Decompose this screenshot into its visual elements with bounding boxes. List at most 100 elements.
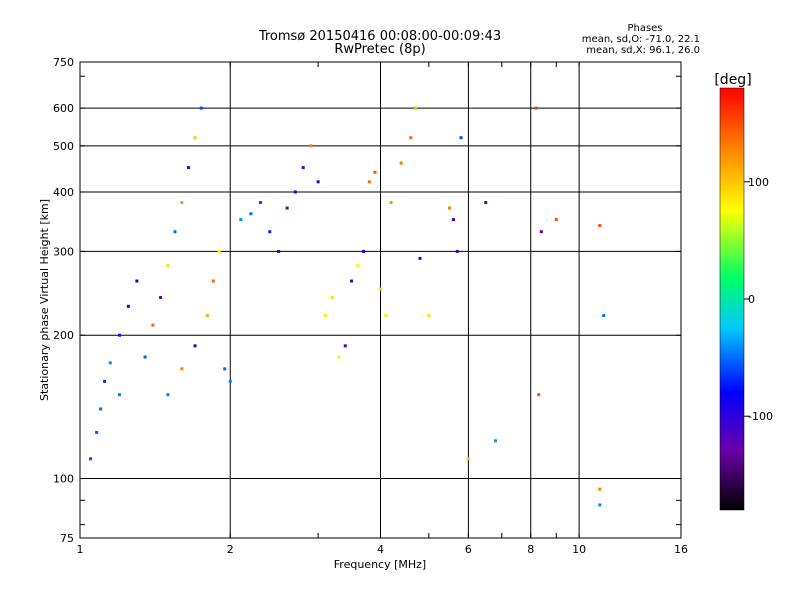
data-point — [199, 106, 203, 110]
y-tick-label: 500 — [53, 140, 74, 153]
data-point — [379, 287, 382, 291]
colorbar — [719, 87, 745, 511]
data-point — [193, 136, 197, 140]
data-point — [108, 361, 112, 365]
data-point — [427, 314, 431, 318]
data-point — [356, 264, 360, 268]
data-point — [602, 314, 606, 318]
data-point — [166, 264, 170, 268]
data-point — [373, 170, 377, 174]
data-point — [103, 379, 107, 383]
stats-o-mode: mean, sd,O: -71.0, 22.1 — [582, 34, 700, 45]
data-point — [466, 457, 470, 461]
data-point — [343, 344, 347, 348]
colorbar-ticks: 100 0 -100 — [744, 176, 773, 423]
colorbar-label: [deg] — [714, 72, 751, 88]
data-point — [187, 166, 191, 170]
x-tick-label: 1 — [77, 543, 84, 556]
data-point — [95, 430, 99, 434]
data-point — [180, 367, 184, 371]
data-point — [455, 249, 459, 253]
data-point — [367, 180, 371, 184]
y-axis-ticks: 75 100 200 300 400 500 600 750 — [53, 56, 681, 545]
data-point — [537, 393, 541, 397]
data-point — [399, 161, 403, 165]
x-tick-label: 8 — [527, 543, 534, 556]
data-point — [598, 224, 602, 228]
x-tick-label: 2 — [227, 543, 234, 556]
data-point — [389, 201, 393, 205]
x-tick-label: 4 — [377, 543, 384, 556]
data-point — [259, 201, 263, 205]
data-point — [534, 106, 538, 110]
data-point — [99, 407, 103, 411]
data-point — [211, 279, 215, 283]
y-tick-label: 75 — [60, 532, 74, 545]
grid-lines — [80, 62, 681, 538]
data-point — [451, 218, 455, 222]
chart-title: Tromsø 20150416 00:08:00-00:09:43 — [258, 29, 501, 44]
chart-subtitle: RwPretec (8p) — [334, 42, 425, 57]
data-point — [268, 230, 272, 234]
data-point — [228, 379, 232, 383]
x-axis-ticks: 1 2 4 6 8 10 16 — [77, 62, 688, 556]
x-tick-label: 16 — [674, 543, 688, 556]
data-point — [409, 136, 413, 140]
data-point — [384, 314, 388, 318]
data-point — [301, 166, 305, 170]
data-point — [285, 206, 289, 210]
x-tick-label: 6 — [465, 543, 472, 556]
colorbar-tick-label: 0 — [748, 293, 755, 306]
data-point — [484, 201, 488, 205]
data-point — [217, 249, 221, 253]
y-tick-label: 600 — [53, 102, 74, 115]
data-points — [89, 106, 606, 507]
y-axis-label: Stationary phase Virtual Height [km] — [38, 199, 51, 401]
data-point — [239, 218, 243, 222]
data-point — [223, 367, 227, 371]
y-tick-label: 300 — [53, 245, 74, 258]
stats-heading: Phases — [627, 23, 662, 34]
data-point — [135, 279, 139, 283]
data-point — [166, 393, 170, 397]
data-point — [598, 487, 602, 491]
y-tick-label: 400 — [53, 186, 74, 199]
data-point — [151, 323, 155, 327]
data-point — [173, 230, 177, 234]
data-point — [413, 106, 417, 110]
data-point — [193, 344, 197, 348]
data-point — [118, 393, 122, 397]
data-point — [277, 249, 281, 253]
data-point — [126, 304, 130, 308]
data-point — [350, 279, 354, 283]
data-point — [494, 439, 498, 443]
data-point — [448, 206, 452, 210]
data-point — [309, 144, 313, 148]
data-point — [598, 503, 602, 507]
data-point — [337, 355, 341, 359]
data-point — [143, 355, 147, 359]
data-point — [159, 296, 163, 300]
data-point — [539, 230, 543, 234]
data-point — [180, 201, 184, 205]
stats-x-mode: mean, sd,X: 96.1, 26.0 — [586, 45, 700, 56]
colorbar-tick-label: -100 — [748, 410, 773, 423]
data-point — [249, 212, 253, 216]
colorbar-tick-label: 100 — [748, 176, 769, 189]
data-point — [554, 218, 558, 222]
data-point — [118, 333, 122, 337]
data-point — [89, 457, 93, 461]
data-point — [418, 256, 422, 260]
y-tick-label: 200 — [53, 329, 74, 342]
y-tick-label: 750 — [53, 56, 74, 69]
x-axis-label: Frequency [MHz] — [334, 558, 426, 571]
data-point — [205, 314, 209, 318]
data-point — [459, 136, 463, 140]
data-point — [362, 249, 366, 253]
data-point — [293, 190, 297, 194]
y-tick-label: 100 — [53, 473, 74, 486]
data-point — [330, 296, 334, 300]
x-tick-label: 10 — [572, 543, 586, 556]
data-point — [316, 180, 320, 184]
